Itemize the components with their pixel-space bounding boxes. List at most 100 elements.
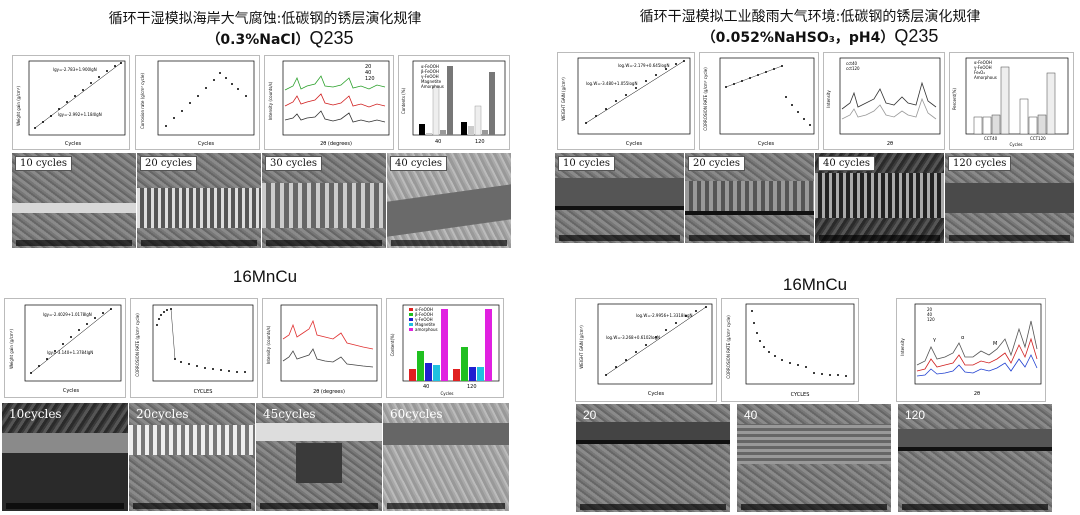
micrograph: 120 cycles [945,153,1075,243]
svg-text:CYCLES: CYCLES [194,389,213,395]
svg-text:CORROSION RATE (g/cm² cycle): CORROSION RATE (g/cm² cycle) [703,67,708,131]
svg-text:Cycles: Cycles [440,391,453,396]
right-mncu-rate-chart: CYCLES CORROSION RATE (g/cm² cycle) [721,298,859,402]
svg-text:Amorphous: Amorphous [421,84,444,89]
left-subtitle-grade: Q235 [309,28,354,48]
svg-text:CORROSION RATE (g/cm² cycle): CORROSION RATE (g/cm² cycle) [726,315,731,379]
svg-text:Intensity: Intensity [900,338,905,356]
micrograph: 20 cycles [685,153,815,243]
micrograph: 60cycles [383,403,510,511]
right-mncu-weight-chart: log.W=-2.9956+1.3318logN log.W=-3.268+0.… [575,298,717,402]
svg-text:α-FeOOH: α-FeOOH [415,307,433,312]
left-mncu-micrographs: 10cycles 20cycles 45cycles 60cycles [2,403,510,511]
xlabel: 2θ (degrees) [320,141,352,147]
svg-text:log.W=-3.480+1.055logN: log.W=-3.480+1.055logN [586,81,637,86]
contents-legend: α-FeOOH β-FeOOH γ-FeOOH Magnetite Amorph… [421,64,444,89]
right-q235-weight-chart: log.W=-2.179+0.645logN log.W=-3.480+1.05… [557,52,695,150]
left-mncu-xrd-chart: 2θ (degrees) Intensity (counts/s) [262,298,382,398]
left-subtitle: （0.3%NaCl）Q235 [180,28,380,49]
eq-lower: lgy=-2.992+1.184lgN [58,112,102,117]
svg-text:CORROSION RATE (g/cm² cycle): CORROSION RATE (g/cm² cycle) [135,313,140,377]
svg-text:M: M [993,341,997,347]
svg-text:40: 40 [927,312,933,317]
left-subtitle-condition: （0.3%NaCl） [206,32,310,48]
micrograph: 30 cycles [262,153,387,248]
micrograph: 20 [576,404,731,512]
svg-text:Content(%): Content(%) [390,333,395,356]
svg-text:β-FeOOH: β-FeOOH [421,69,439,74]
left-mncu-weight-chart: lgy=-2.4029+1.0178lgN lgy=-3.140+1.3784l… [4,298,126,398]
svg-text:γ-FeOOH: γ-FeOOH [974,65,992,70]
svg-text:Magnetite: Magnetite [421,79,442,84]
svg-text:120: 120 [365,76,375,82]
svg-text:Cycles: Cycles [626,141,643,147]
svg-text:Magnetite: Magnetite [415,322,436,327]
svg-text:Cycles: Cycles [1009,142,1022,147]
left-title: 循环干湿模拟海岸大气腐蚀:低碳钢的锈层演化规律 [108,11,422,27]
left-q235-micrographs: 10 cycles 20 cycles 30 cycles 40 cycles [12,153,512,248]
left-q235-contents-chart: α-FeOOH β-FeOOH γ-FeOOH Magnetite Amorph… [398,55,510,150]
ylabel: Weight gain (g/cm²) [16,86,21,126]
svg-text:log.W=-2.9956+1.3318logN: log.W=-2.9956+1.3318logN [636,313,693,318]
svg-text:Fe₃O₄: Fe₃O₄ [974,70,985,75]
svg-text:120: 120 [475,139,485,145]
svg-text:CYCLES: CYCLES [791,392,810,398]
eq-upper: lgy=-2.783+1.900lgN [53,67,97,72]
svg-text:α-FeOOH: α-FeOOH [974,60,992,65]
svg-text:2θ (degrees): 2θ (degrees) [313,389,345,395]
right-subtitle: （0.052%NaHSO₃，pH4）Q235 [680,26,960,47]
svg-text:20: 20 [365,64,371,70]
svg-text:cct120: cct120 [846,66,860,71]
svg-text:Intensity (counts/s): Intensity (counts/s) [266,325,271,364]
micrograph: 20 cycles [137,153,262,248]
svg-text:Weight gain (g/cm²): Weight gain (g/cm²) [9,329,14,369]
svg-text:γ-FeOOH: γ-FeOOH [421,74,439,79]
right-mncu-micrographs: 20 40 120 [576,404,1056,512]
micrograph: 40 cycles [815,153,945,243]
left-q235-weight-svg: lgy=-2.783+1.900lgN lgy=-2.992+1.184lgN … [16,60,126,147]
svg-text:CCT40: CCT40 [984,136,998,141]
svg-text:WEIGHT GAIN (g/cm²): WEIGHT GAIN (g/cm²) [561,77,566,121]
svg-text:Cycles: Cycles [63,388,80,394]
xlabel: Cycles [198,141,215,147]
contents-bars [419,66,495,136]
svg-text:120: 120 [467,384,477,390]
svg-text:Percent(%): Percent(%) [952,88,957,110]
svg-text:CCT120: CCT120 [1030,136,1046,141]
micrograph: 20cycles [129,403,256,511]
right-mncu-xrd-chart: γ α M 20 40 120 2θ Intensity [896,298,1046,402]
ylabel: Intensity (counts/s) [268,81,273,120]
svg-text:40: 40 [423,384,429,390]
right-q235-xrd-chart: cct40 cct120 2θ Intensity [823,52,945,150]
svg-text:log.W=-2.179+0.645logN: log.W=-2.179+0.645logN [618,63,669,68]
svg-text:120: 120 [927,317,935,322]
svg-text:WEIGHT GAIN (g/cm²): WEIGHT GAIN (g/cm²) [579,325,584,369]
micrograph: 10 cycles [555,153,685,243]
xrd-legend: 20 40 120 [365,64,375,82]
svg-text:γ-FeOOH: γ-FeOOH [415,317,433,322]
ylabel: Corrosion rate (g/cm² cycle) [140,73,145,129]
right-q235-micrographs: 10 cycles 20 cycles 40 cycles 120 cycles [555,153,1075,243]
svg-text:40: 40 [435,139,441,145]
micrograph: 40 cycles [387,153,512,248]
ylabel: Contents (%) [401,87,406,114]
svg-text:α-FeOOH: α-FeOOH [421,64,439,69]
svg-text:amorphous: amorphous [415,327,438,332]
svg-text:α: α [961,335,965,341]
svg-text:cct40: cct40 [846,61,858,66]
xlabel: Cycles [65,141,82,147]
svg-text:40: 40 [365,70,371,76]
svg-text:20: 20 [927,307,933,312]
left-q235-rate-chart: Cycles Corrosion rate (g/cm² cycle) [135,55,260,150]
left-q235-xrd-svg: 20 40 120 2θ (degrees) Intensity (counts… [268,60,390,147]
right-q235-contents-chart: α-FeOOH γ-FeOOH Fe₃O₄ Amorphous CCT40 CC… [949,52,1074,150]
right-subtitle-grade: Q235 [894,26,939,46]
svg-text:lgy=-3.140+1.3784lgN: lgy=-3.140+1.3784lgN [47,350,93,355]
left-q235-xrd-chart: 20 40 120 2θ (degrees) Intensity (counts… [264,55,394,150]
micrograph: 120 [898,404,1053,512]
svg-text:Intensity: Intensity [826,90,831,108]
svg-text:γ: γ [933,337,936,343]
right-alloy-label: 16MnCu [782,275,848,294]
svg-text:lgy=-2.4029+1.0178lgN: lgy=-2.4029+1.0178lgN [43,312,92,317]
left-q235-weight-chart: lgy=-2.783+1.900lgN lgy=-2.992+1.184lgN … [12,55,130,150]
